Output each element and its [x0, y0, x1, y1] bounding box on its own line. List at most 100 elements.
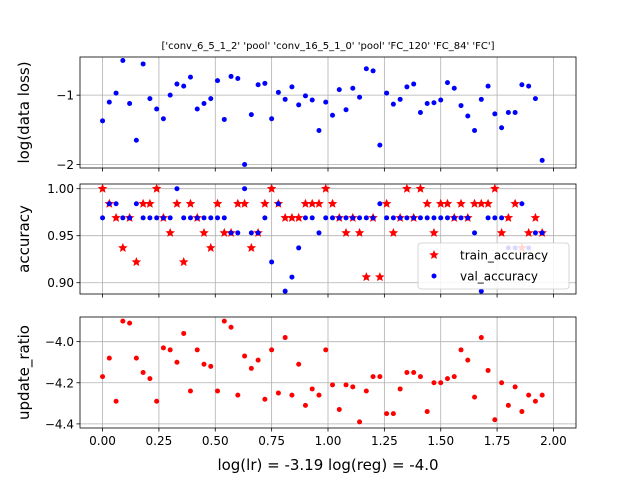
- data-point: [539, 392, 545, 398]
- data-point: [120, 318, 126, 324]
- data-point: [302, 93, 308, 99]
- data-point: [296, 245, 302, 251]
- data-point: [219, 227, 230, 237]
- data-point: [260, 198, 270, 208]
- legend-frame: [417, 242, 570, 290]
- y-tick-label: −1: [56, 89, 74, 103]
- x-tick-label: 0.00: [89, 434, 116, 448]
- x-tick-label: 0.25: [146, 434, 173, 448]
- x-tick-label: 2.00: [540, 434, 567, 448]
- data-point: [300, 198, 311, 208]
- data-point: [435, 198, 446, 208]
- data-point: [424, 100, 430, 106]
- data-point: [181, 330, 187, 336]
- data-point: [404, 370, 410, 375]
- data-point: [289, 274, 295, 280]
- data-point: [341, 227, 351, 237]
- data-point: [215, 388, 221, 394]
- data-point: [147, 376, 153, 382]
- data-point: [363, 215, 369, 221]
- y-tick-label: 0.90: [47, 276, 74, 290]
- data-point: [113, 398, 119, 404]
- data-point: [201, 361, 207, 367]
- data-point: [160, 215, 166, 221]
- data-point: [478, 288, 484, 294]
- data-point: [167, 215, 173, 221]
- data-point: [417, 110, 423, 115]
- data-point: [417, 374, 423, 380]
- x-tick-label: 1.00: [315, 434, 342, 448]
- subplot-loss: −2 −1 log(data loss): [15, 56, 577, 172]
- data-point: [417, 215, 423, 221]
- data-point: [302, 215, 308, 221]
- data-point: [194, 347, 200, 353]
- x-tick-label: 0.75: [258, 434, 285, 448]
- data-point: [316, 128, 322, 134]
- subplots: −2 −1 log(data loss) 0.90 0.95 1.00 accuracy tr…: [15, 56, 577, 448]
- data-point: [120, 57, 126, 63]
- data-point: [438, 215, 444, 221]
- data-point: [330, 382, 336, 388]
- data-point: [397, 386, 403, 392]
- data-point: [377, 142, 383, 148]
- data-point: [404, 215, 410, 221]
- data-point: [539, 157, 545, 163]
- data-point: [323, 347, 329, 353]
- data-point: [526, 83, 532, 89]
- data-point: [483, 198, 493, 208]
- data-point: [167, 92, 173, 98]
- data-point: [532, 96, 538, 102]
- data-point: [262, 396, 268, 402]
- data-point: [172, 198, 182, 208]
- data-point: [451, 215, 457, 221]
- data-point: [350, 384, 356, 390]
- data-point: [320, 183, 331, 193]
- data-point: [532, 398, 538, 404]
- data-point: [147, 215, 153, 221]
- data-point: [133, 355, 139, 361]
- data-point: [187, 74, 193, 80]
- y-tick-label: 1.00: [47, 182, 74, 196]
- data-point: [465, 215, 471, 221]
- data-point: [316, 392, 322, 398]
- data-point: [131, 257, 142, 267]
- data-point: [330, 215, 336, 221]
- data-point: [357, 94, 363, 100]
- data-point: [472, 230, 478, 236]
- data-point: [492, 215, 498, 221]
- data-point: [255, 357, 261, 363]
- data-point: [302, 402, 308, 408]
- data-point: [444, 376, 450, 382]
- data-point: [140, 61, 146, 67]
- data-point: [106, 99, 112, 105]
- x-tick-label: 1.25: [371, 434, 398, 448]
- y-tick-label: −4.4: [45, 417, 74, 431]
- data-point: [242, 186, 248, 192]
- data-point: [111, 212, 121, 222]
- data-point: [215, 78, 221, 84]
- data-point: [485, 215, 491, 221]
- legend-marker: [431, 273, 437, 279]
- legend: train_accuracy val_accuracy: [417, 242, 570, 290]
- data-point: [201, 215, 207, 221]
- data-point: [145, 198, 155, 208]
- data-point: [350, 85, 356, 91]
- data-point: [442, 198, 453, 208]
- data-point: [472, 394, 478, 400]
- data-point: [233, 198, 243, 208]
- y-tick-label: −2: [56, 158, 74, 172]
- data-point: [167, 347, 173, 353]
- data-point: [343, 107, 349, 113]
- data-point: [519, 409, 525, 415]
- data-point: [532, 230, 538, 236]
- data-point: [269, 347, 275, 353]
- data-point: [181, 83, 187, 89]
- data-point: [106, 201, 112, 207]
- data-point: [113, 201, 119, 207]
- data-point: [201, 100, 207, 106]
- data-point: [539, 230, 545, 236]
- data-point: [438, 380, 444, 386]
- data-point: [370, 68, 376, 74]
- data-point: [458, 103, 464, 109]
- data-point: [160, 345, 166, 351]
